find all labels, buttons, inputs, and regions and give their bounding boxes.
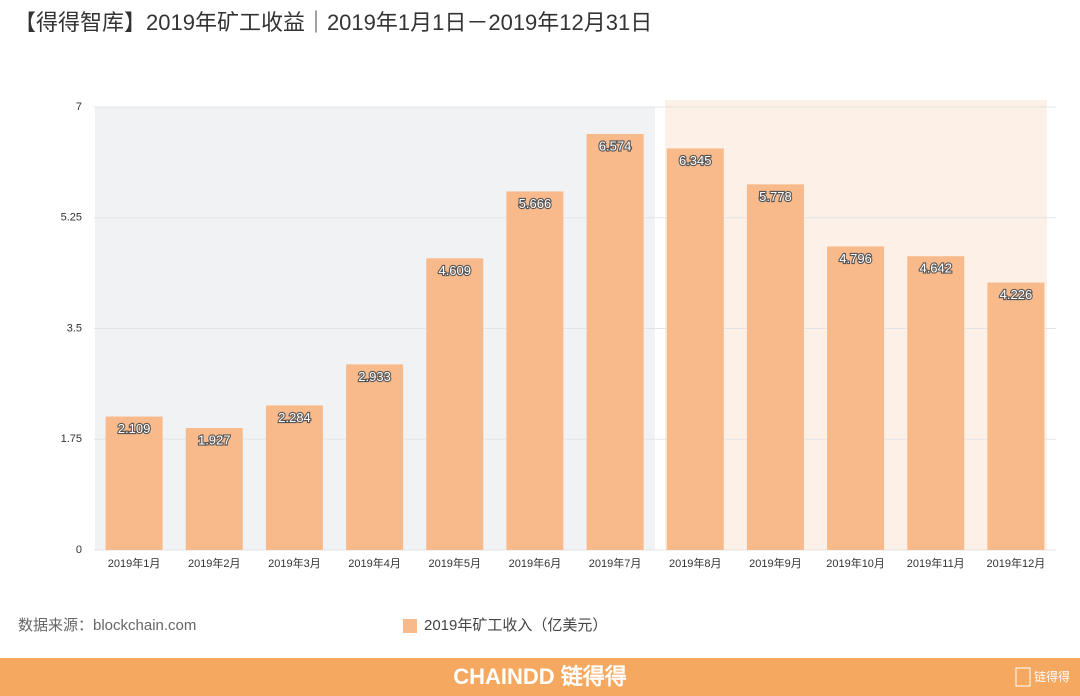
x-tick-label: 2019年9月	[749, 556, 802, 570]
x-tick-label: 2019年3月	[268, 556, 321, 570]
x-tick-label: 2019年6月	[509, 556, 562, 570]
data-label: 4.226	[1000, 287, 1033, 302]
x-tick-label: 2019年2月	[188, 556, 241, 570]
data-label: 6.345	[679, 153, 712, 168]
bar	[827, 246, 885, 550]
legend-swatch	[403, 619, 417, 633]
x-tick-label: 2019年12月	[987, 556, 1046, 570]
bar	[346, 364, 404, 550]
data-label: 1.927	[198, 432, 231, 447]
data-label: 6.574	[599, 138, 632, 153]
x-tick-label: 2019年5月	[428, 556, 481, 570]
x-tick-label: 2019年1月	[108, 556, 161, 570]
bar	[907, 256, 965, 550]
x-tick-label: 2019年4月	[348, 556, 401, 570]
y-tick-label: 1.75	[61, 433, 82, 445]
footer-brand: CHAINDD 链得得	[453, 664, 627, 689]
bar	[586, 133, 644, 550]
data-label: 5.778	[759, 189, 792, 204]
bar	[185, 428, 243, 550]
data-label: 4.609	[438, 263, 471, 278]
y-tick-label: 0	[76, 544, 82, 556]
x-tick-label: 2019年8月	[669, 556, 722, 570]
x-tick-label: 2019年10月	[826, 556, 885, 570]
source: 数据来源：blockchain.com	[18, 617, 196, 634]
data-label: 2.109	[118, 421, 151, 436]
bar	[265, 405, 323, 550]
badge-icon	[1015, 667, 1031, 687]
bar	[105, 416, 163, 550]
y-tick-label: 7	[76, 101, 82, 113]
x-tick-label: 2019年7月	[589, 556, 642, 570]
data-label: 4.796	[839, 251, 872, 266]
y-tick-label: 3.5	[67, 322, 82, 334]
footer-bar	[0, 658, 1080, 696]
bar	[506, 191, 564, 550]
chart-title: 【得得智库】2019年矿工收益｜2019年1月1日－2019年12月31日	[14, 10, 652, 35]
bar	[746, 184, 804, 550]
x-tick-label: 2019年11月	[907, 556, 965, 570]
bar	[666, 148, 724, 550]
bar	[426, 258, 484, 550]
legend-label: 2019年矿工收入（亿美元）	[424, 617, 607, 634]
footer-badge: 链得得	[1034, 669, 1070, 684]
bar	[987, 282, 1045, 550]
data-label: 4.642	[919, 261, 952, 276]
data-label: 2.284	[278, 410, 311, 425]
data-label: 5.666	[519, 196, 552, 211]
data-label: 2.933	[358, 369, 391, 384]
y-tick-label: 5.25	[61, 212, 82, 224]
